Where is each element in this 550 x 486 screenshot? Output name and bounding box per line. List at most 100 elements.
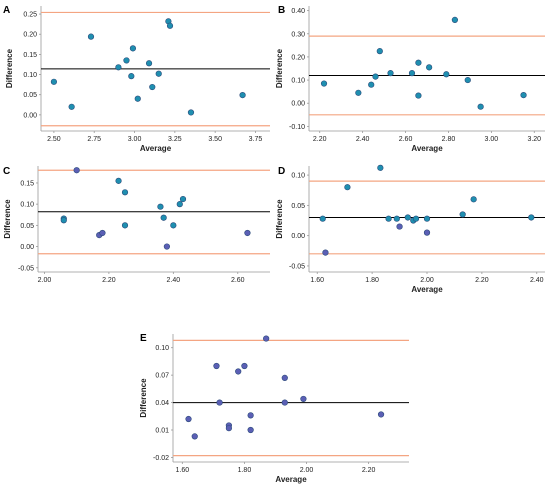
- y-tick-label: 0.05: [20, 223, 34, 230]
- y-tick-label: 0.10: [291, 78, 305, 85]
- x-tick-label: 2.20: [313, 136, 327, 143]
- x-tick-label: 1.80: [238, 467, 252, 474]
- data-point: [396, 223, 403, 230]
- y-tick-label: 0.10: [155, 345, 169, 352]
- data-point: [166, 22, 174, 29]
- x-tick-label: 2.40: [356, 136, 370, 143]
- data-point: [216, 399, 223, 406]
- data-point: [320, 80, 328, 87]
- data-point: [281, 399, 288, 406]
- data-point: [115, 64, 122, 71]
- x-tick-label: 2.60: [231, 277, 245, 284]
- data-point: [128, 73, 135, 80]
- x-axis-title: Average: [275, 475, 307, 484]
- data-point: [387, 70, 394, 77]
- x-tick-label: 3.25: [168, 136, 182, 143]
- y-tick-label: 0.20: [291, 54, 305, 61]
- panel-c: C -0.05 0.00 0.05 0.10 0.15 2.00 2.20 2.40 2.60 Di…: [3, 166, 270, 284]
- data-point: [263, 335, 270, 342]
- y-tick-label: 0.10: [291, 173, 305, 180]
- data-point: [470, 196, 477, 203]
- data-point: [377, 164, 384, 171]
- y-tick-label: 0.15: [23, 52, 37, 59]
- data-point: [68, 103, 75, 110]
- y-tick-label: 0.10: [20, 202, 34, 209]
- data-point: [160, 214, 167, 221]
- data-point: [241, 362, 248, 370]
- data-point: [155, 70, 162, 77]
- data-point: [385, 215, 392, 222]
- data-point: [134, 95, 141, 102]
- x-tick-label: 2.75: [87, 136, 101, 143]
- y-tick-label: 0.30: [291, 31, 305, 38]
- x-tick-label: 2.60: [399, 136, 413, 143]
- data-point: [73, 167, 80, 174]
- panel-letter: C: [3, 166, 10, 177]
- x-tick-label: 1.60: [310, 277, 324, 284]
- data-point: [528, 214, 535, 221]
- data-point: [415, 59, 422, 66]
- x-tick-label: 2.40: [530, 277, 544, 284]
- y-tick-label: 0.25: [23, 12, 37, 19]
- x-axis-title: Average: [140, 144, 172, 153]
- data-point: [376, 48, 383, 55]
- panel-letter: D: [278, 166, 285, 177]
- data-point: [157, 203, 164, 210]
- y-tick-label: 0.05: [291, 203, 305, 210]
- data-point: [225, 425, 232, 432]
- data-point: [213, 362, 220, 370]
- data-point: [423, 215, 431, 222]
- y-tick-label: 0.40: [291, 8, 305, 15]
- data-point: [239, 92, 246, 99]
- data-point: [393, 215, 400, 222]
- y-tick-label: 0.05: [23, 92, 37, 99]
- data-point: [99, 229, 106, 237]
- x-tick-label: 2.50: [47, 136, 61, 143]
- data-point: [322, 249, 329, 256]
- data-point: [50, 78, 58, 85]
- data-point: [372, 73, 379, 80]
- data-point: [121, 189, 129, 196]
- data-point: [235, 368, 242, 375]
- x-tick-label: 3.20: [527, 136, 541, 143]
- x-tick-label: 2.00: [38, 277, 52, 284]
- data-point: [426, 64, 433, 71]
- data-point: [145, 60, 153, 67]
- x-tick-label: 3.00: [485, 136, 499, 143]
- data-point: [191, 433, 198, 440]
- y-axis-title: Difference: [275, 48, 284, 88]
- data-point: [451, 16, 458, 23]
- y-axis-title: Difference: [5, 48, 14, 88]
- y-tick-label: 0.00: [23, 112, 37, 119]
- data-point: [300, 395, 307, 403]
- data-point: [477, 103, 484, 110]
- y-tick-label: 0.20: [23, 32, 37, 39]
- x-axis-title: Average: [411, 144, 443, 153]
- data-point: [87, 33, 95, 40]
- data-point: [281, 374, 288, 381]
- data-point: [423, 229, 431, 236]
- panel-e: E -0.02 0.01 0.04 0.07 0.10 1.60 1.80 2.00 2.20 Av…: [139, 333, 409, 484]
- x-tick-label: 3.75: [249, 136, 263, 143]
- data-point: [368, 81, 375, 88]
- data-point: [404, 214, 411, 221]
- data-point: [408, 70, 416, 77]
- data-point: [464, 76, 471, 84]
- data-point: [443, 71, 450, 78]
- data-point: [412, 215, 420, 222]
- y-tick-label: 0.07: [155, 373, 169, 380]
- y-tick-label: 0.15: [20, 180, 34, 187]
- x-tick-label: 1.60: [176, 467, 190, 474]
- x-tick-label: 3.50: [208, 136, 222, 143]
- data-point: [520, 92, 527, 99]
- data-point: [176, 201, 183, 208]
- data-point: [129, 45, 137, 52]
- y-tick-label: 0.00: [20, 244, 34, 251]
- x-tick-label: 2.00: [300, 467, 314, 474]
- data-point: [179, 195, 187, 203]
- panel-letter: B: [278, 5, 285, 16]
- data-point: [149, 83, 156, 91]
- data-point: [247, 412, 254, 419]
- data-point: [187, 109, 195, 116]
